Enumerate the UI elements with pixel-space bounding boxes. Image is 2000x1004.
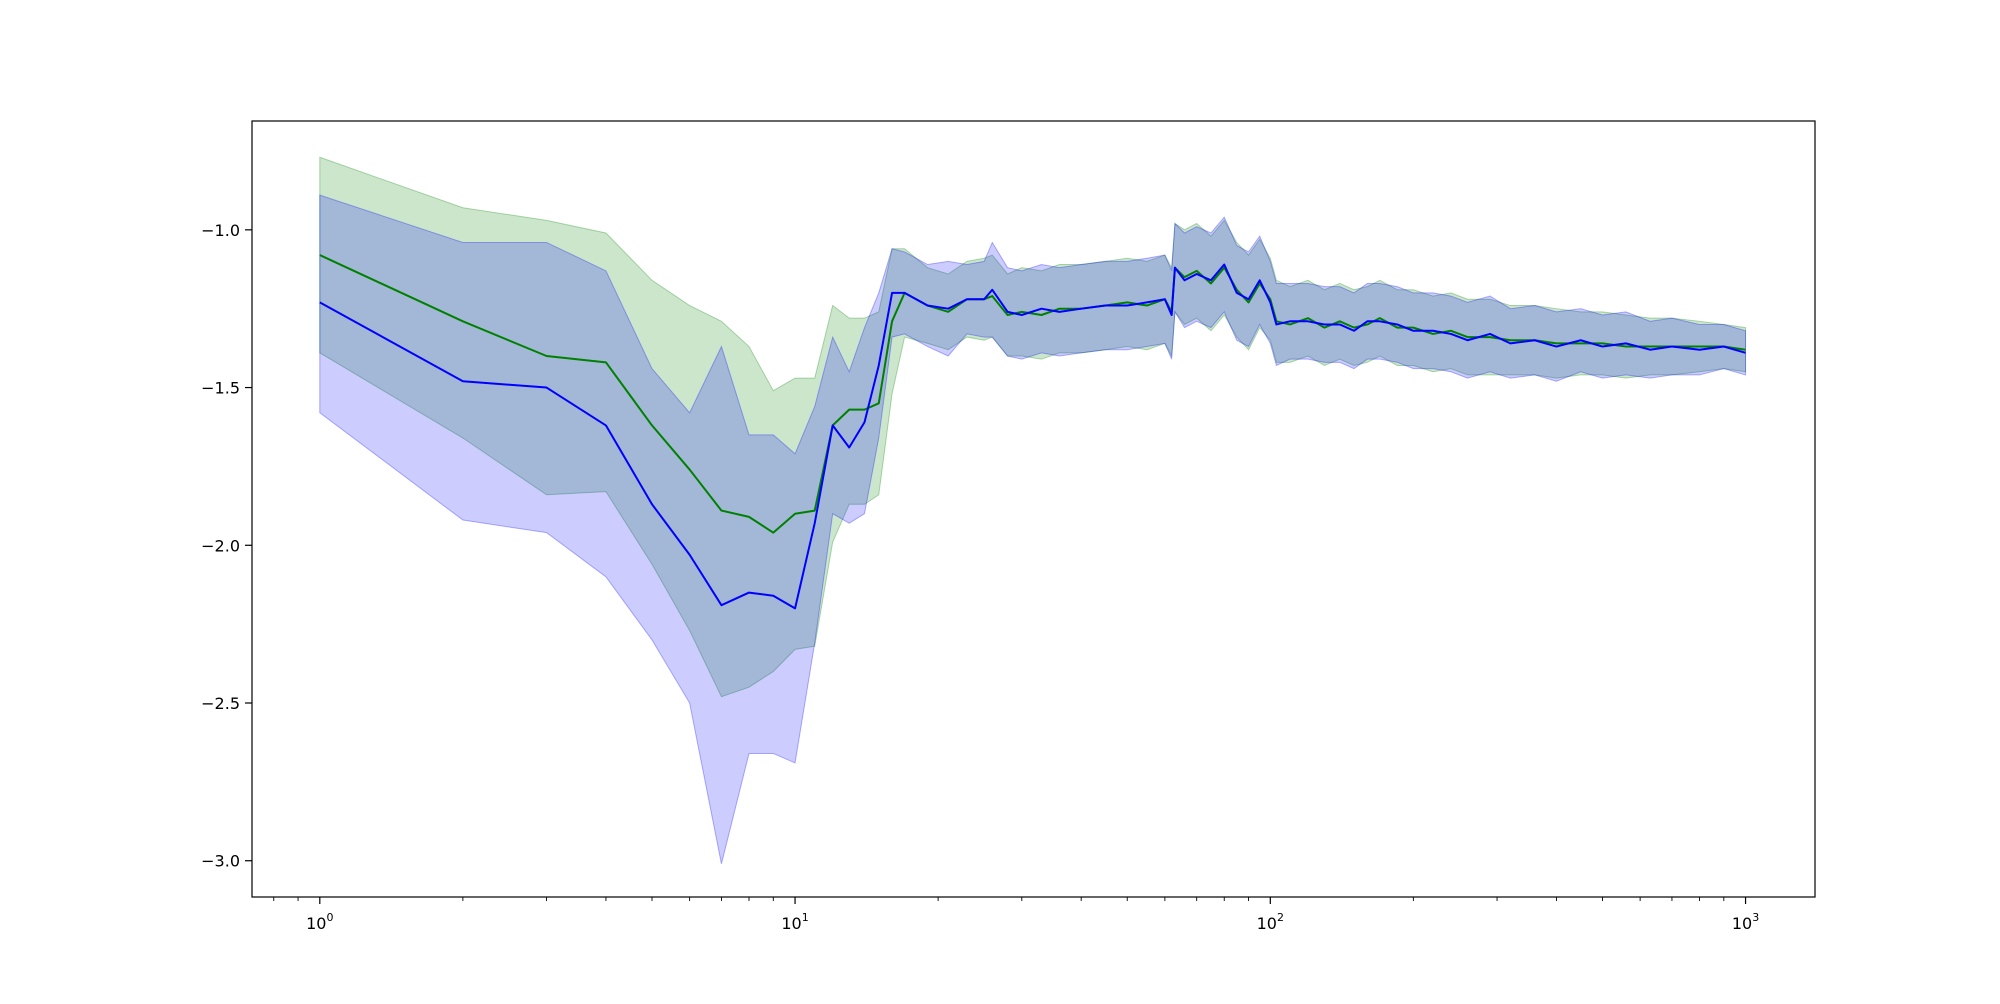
plot-frame xyxy=(251,120,1816,898)
y-tick-label: −1.0 xyxy=(201,221,240,240)
x-axis: 100 101 102 103 xyxy=(273,897,1759,933)
x-tick-label: 101 xyxy=(781,911,808,933)
y-tick-label: −2.5 xyxy=(201,694,240,713)
y-tick-label: −1.5 xyxy=(201,379,240,398)
series-2-band xyxy=(319,194,1747,865)
confidence-bands xyxy=(319,156,1747,865)
y-axis: −1.0 −1.5 −2.0 −2.5 −3.0 xyxy=(201,221,252,871)
y-tick-label: −3.0 xyxy=(201,852,240,871)
x-tick-label: 100 xyxy=(306,911,333,933)
x-tick-label: 103 xyxy=(1732,911,1759,933)
series-lines xyxy=(319,254,1746,610)
series-2-line xyxy=(319,263,1746,610)
series-1-band xyxy=(319,156,1747,698)
x-tick-label: 102 xyxy=(1257,911,1284,933)
y-tick-label: −2.0 xyxy=(201,536,240,555)
